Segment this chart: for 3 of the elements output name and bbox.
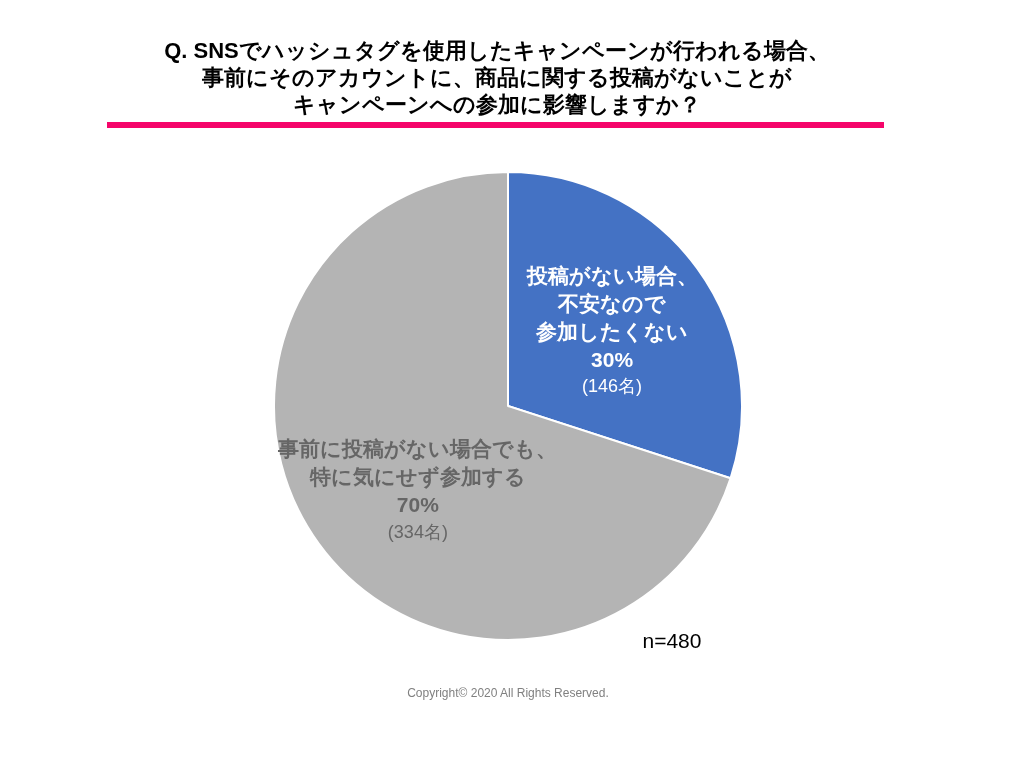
title: Q. SNSでハッシュタグを使用したキャンペーンが行われる場合、事前にそのアカウントに、商品に関する投稿がないことがキャンペーンへの参加に影響しますか？: [164, 38, 830, 117]
annotation: Copyright© 2020 All Rights Reserved.: [407, 686, 609, 700]
annotation: n=480: [642, 628, 702, 652]
